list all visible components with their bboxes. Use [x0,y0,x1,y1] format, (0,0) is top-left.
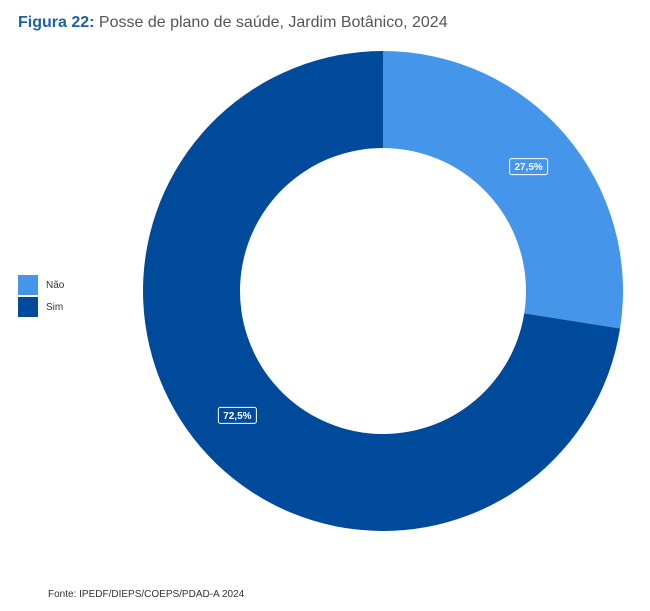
legend-label-sim: Sim [46,301,64,313]
slice-value-text: 72,5% [223,411,251,422]
legend-swatch-sim [18,297,38,317]
slice-value-text: 27,5% [514,162,542,173]
slice-label-nao: 27,5% [509,158,549,176]
slice-label-box [509,158,549,176]
source-note: Fonte: IPEDF/DIEPS/COEPS/PDAD-A 2024 [48,589,245,600]
figure-title-text: Posse de plano de saúde, Jardim Botânico… [98,14,448,31]
figure-title: Figura 22: Posse de plano de saúde, Jard… [18,14,448,32]
chart-legend: Não Sim [18,274,64,318]
legend-label-nao: Não [46,279,65,291]
slice-label-box [217,406,257,424]
figure-number: Figura 22: [18,14,95,31]
slice-nao [383,51,624,329]
legend-item-nao: Não [18,274,64,296]
legend-item-sim: Sim [18,296,64,318]
slice-label-sim: 72,5% [217,406,257,424]
legend-swatch-nao [18,275,38,295]
slice-sim [143,51,621,531]
